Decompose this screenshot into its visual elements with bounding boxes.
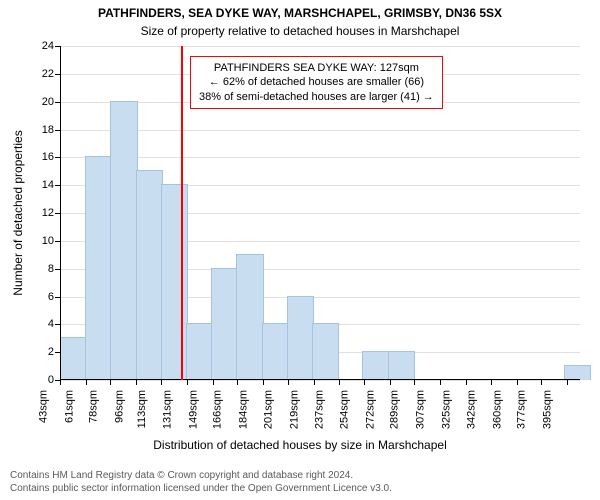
annotation-line: PATHFINDERS SEA DYKE WAY: 127sqm [199, 61, 434, 75]
x-tick-label: 395sqm [541, 390, 553, 429]
x-tick-label: 272sqm [364, 390, 376, 429]
x-axis-label: Distribution of detached houses by size … [0, 438, 600, 452]
x-tick-mark [390, 380, 391, 385]
y-tick-label: 16 [42, 151, 60, 163]
attribution-line1: Contains HM Land Registry data © Crown c… [10, 470, 590, 483]
histogram-bar [110, 101, 137, 380]
x-tick-label: 96sqm [114, 390, 126, 423]
x-tick-label: 254sqm [338, 390, 350, 429]
x-tick-label: 113sqm [136, 390, 148, 428]
gridline [60, 130, 580, 131]
y-tick-label: 18 [42, 124, 60, 136]
plot-area: 02468101214161820222443sqm61sqm78sqm96sq… [60, 46, 580, 380]
x-tick-mark [339, 380, 340, 385]
page-title-line2: Size of property relative to detached ho… [0, 24, 600, 38]
y-tick-label: 0 [48, 374, 60, 386]
attribution-text: Contains HM Land Registry data © Crown c… [10, 470, 590, 495]
histogram-bar [136, 170, 163, 380]
x-tick-mark [136, 380, 137, 385]
histogram-bar [287, 296, 314, 381]
gridline [60, 380, 580, 381]
x-tick-mark [237, 380, 238, 385]
x-tick-label: 237sqm [314, 390, 326, 429]
histogram-bar [211, 268, 238, 380]
annotation-box: PATHFINDERS SEA DYKE WAY: 127sqm← 62% of… [190, 56, 443, 109]
x-tick-mark [86, 380, 87, 385]
page-title-line1: PATHFINDERS, SEA DYKE WAY, MARSHCHAPEL, … [0, 6, 600, 20]
x-tick-mark [187, 380, 188, 385]
y-axis-line [60, 46, 61, 380]
y-tick-label: 12 [42, 207, 60, 219]
x-tick-label: 377sqm [516, 390, 528, 429]
x-tick-label: 342sqm [465, 390, 477, 429]
x-tick-label: 61sqm [63, 390, 75, 423]
attribution-line2: Contains public sector information licen… [10, 483, 590, 496]
histogram-bar [564, 365, 591, 380]
x-tick-label: 78sqm [88, 390, 100, 423]
y-tick-label: 6 [48, 291, 60, 303]
y-tick-label: 14 [42, 179, 60, 191]
marker-line [181, 46, 183, 380]
histogram-bar [388, 351, 415, 380]
histogram-bar [262, 323, 289, 380]
x-tick-label: 325sqm [441, 390, 453, 429]
x-tick-mark [440, 380, 441, 385]
x-tick-mark [567, 380, 568, 385]
x-tick-label: 219sqm [288, 390, 300, 429]
x-tick-mark [541, 380, 542, 385]
x-tick-label: 43sqm [37, 390, 49, 423]
x-axis-line [60, 379, 580, 380]
gridline [60, 157, 580, 158]
histogram-chart: 02468101214161820222443sqm61sqm78sqm96sq… [60, 46, 580, 380]
chart-container: PATHFINDERS, SEA DYKE WAY, MARSHCHAPEL, … [0, 0, 600, 500]
x-tick-label: 360sqm [491, 390, 503, 429]
x-tick-mark [288, 380, 289, 385]
y-tick-label: 10 [42, 235, 60, 247]
y-tick-label: 24 [42, 40, 60, 52]
y-tick-label: 20 [42, 96, 60, 108]
x-tick-mark [213, 380, 214, 385]
x-tick-mark [263, 380, 264, 385]
histogram-bar [186, 323, 213, 380]
histogram-bar [161, 184, 188, 380]
histogram-bar [85, 156, 112, 380]
x-tick-mark [466, 380, 467, 385]
y-tick-label: 2 [48, 346, 60, 358]
x-tick-label: 307sqm [415, 390, 427, 429]
x-tick-label: 149sqm [187, 390, 199, 429]
x-tick-mark [517, 380, 518, 385]
histogram-bar [60, 337, 87, 380]
histogram-bar [362, 351, 389, 380]
x-tick-label: 166sqm [212, 390, 224, 429]
x-tick-label: 131sqm [161, 390, 173, 429]
y-axis-label: Number of detached properties [11, 130, 25, 295]
x-tick-mark [110, 380, 111, 385]
x-tick-mark [491, 380, 492, 385]
x-tick-mark [60, 380, 61, 385]
x-tick-mark [314, 380, 315, 385]
x-tick-label: 289sqm [389, 390, 401, 429]
y-tick-label: 8 [48, 263, 60, 275]
x-tick-mark [161, 380, 162, 385]
x-tick-mark [414, 380, 415, 385]
gridline [60, 46, 580, 47]
annotation-line: ← 62% of detached houses are smaller (66… [199, 75, 434, 89]
x-tick-label: 184sqm [238, 390, 250, 429]
y-tick-label: 22 [42, 68, 60, 80]
histogram-bar [236, 254, 263, 380]
x-tick-label: 201sqm [262, 390, 274, 429]
annotation-line: 38% of semi-detached houses are larger (… [199, 90, 434, 104]
y-tick-label: 4 [48, 318, 60, 330]
histogram-bar [312, 323, 339, 380]
x-tick-mark [364, 380, 365, 385]
